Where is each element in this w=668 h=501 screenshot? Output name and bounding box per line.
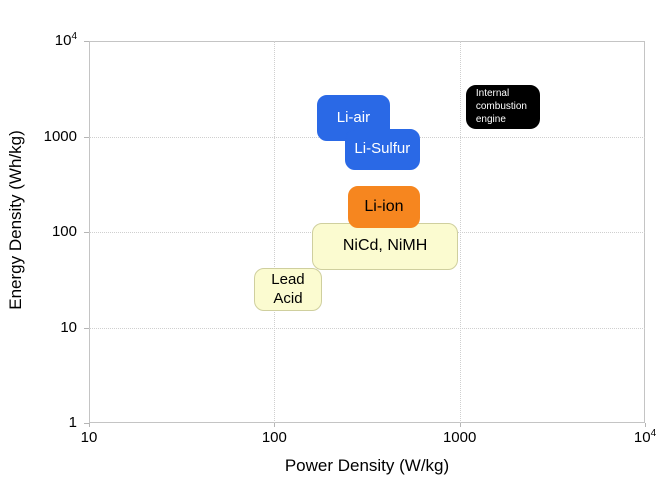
x-tick-label-10000: 104 — [633, 428, 657, 446]
x-tick-label-10: 10 — [80, 429, 98, 446]
x-tick-10 — [89, 423, 90, 427]
region-label-line: combustion — [475, 101, 527, 113]
y-tick-label-10: 10 — [60, 318, 77, 336]
y-axis-title: Energy Density (Wh/kg) — [6, 130, 25, 310]
x-axis-title: Power Density (W/kg) — [284, 456, 450, 475]
gridline-x-100 — [274, 41, 276, 423]
region-li-sulfur: Li-Sulfur — [344, 128, 420, 170]
gridline-y-10 — [89, 327, 645, 329]
y-tick-label-100: 100 — [51, 223, 77, 240]
x-tick-label-100: 100 — [261, 429, 287, 446]
y-tick-label-1000: 1000 — [43, 127, 77, 145]
region-internal-combustion-engine: Internal combustion engine — [465, 84, 540, 129]
y-tick-1 — [84, 423, 89, 424]
y-tick-100 — [84, 232, 89, 233]
x-tick-1000 — [459, 423, 461, 427]
y-tick-10 — [84, 327, 89, 329]
y-tick-10000 — [84, 41, 89, 42]
region-nicd-nimh: NiCd, NiMH — [312, 222, 459, 270]
region-li-ion: Li-ion — [348, 186, 420, 229]
gridline-x-1000 — [459, 41, 461, 423]
region-label-line: Acid — [273, 290, 303, 308]
region-label-line: Li-air — [336, 109, 371, 127]
region-label-line: Li-ion — [364, 198, 404, 216]
tick-superscript: 4 — [650, 428, 657, 439]
x-tick-label-1000: 1000 — [442, 429, 477, 446]
region-label-line: NiCd, NiMH — [342, 237, 428, 255]
region-lead-acid: Lead Acid — [254, 267, 322, 311]
y-tick-label-10000: 104 — [54, 31, 77, 49]
tick-superscript: 4 — [71, 31, 77, 42]
region-label-line: Li-Sulfur — [354, 140, 411, 158]
x-tick-100 — [274, 423, 276, 427]
x-tick-10000 — [645, 423, 646, 427]
region-label-line: Internal — [475, 88, 510, 100]
y-tick-1000 — [84, 136, 89, 138]
region-label-line: engine — [475, 114, 506, 126]
region-label-line: Lead — [271, 271, 305, 289]
y-tick-label-1: 1 — [68, 414, 77, 431]
